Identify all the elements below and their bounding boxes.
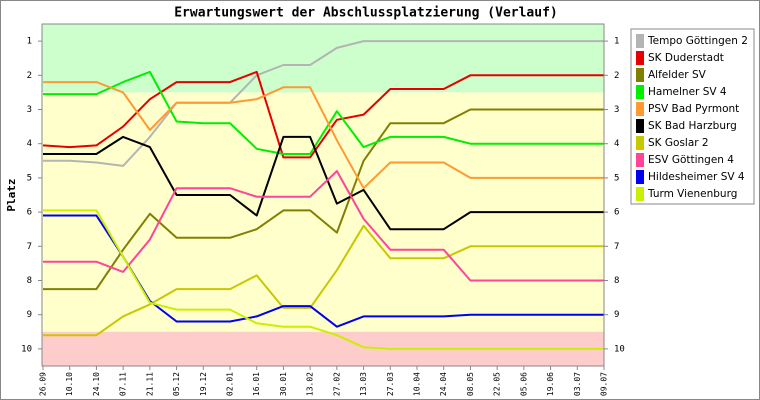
legend-label: Turm Vienenburg [647, 188, 737, 200]
legend-swatch [636, 170, 644, 184]
series-line [43, 224, 604, 337]
legend-label: SK Bad Harzburg [648, 120, 737, 132]
legend-swatch [636, 102, 644, 116]
series-line [43, 170, 604, 282]
series-line [43, 135, 604, 231]
legend-swatch [636, 51, 644, 65]
x-tick-label: 27.03 [386, 372, 395, 396]
legend-label: PSV Bad Pyrmont [648, 103, 739, 115]
plot-frame [41, 23, 605, 367]
x-tick-label: 02.01 [226, 372, 235, 396]
legend-label: Hamelner SV 4 [648, 86, 727, 98]
x-tick-label: 24.10 [92, 372, 101, 396]
y-tick-label-right: 10 [614, 344, 625, 354]
legend-label: SK Goslar 2 [648, 137, 709, 149]
x-tick-label: 30.01 [279, 372, 288, 396]
legend-swatch [636, 34, 644, 48]
x-tick-label: 10.04 [413, 372, 422, 396]
legend-swatch [636, 68, 644, 82]
y-tick-label: 9 [27, 310, 32, 320]
y-tick-label: 8 [27, 276, 32, 286]
legend-label: Hildesheimer SV 4 [648, 171, 745, 183]
x-tick-label: 08.05 [466, 372, 475, 396]
legend-label: Tempo Göttingen 2 [647, 35, 748, 47]
x-tick-label: 19.06 [546, 372, 555, 396]
x-tick-label: 13.02 [306, 372, 315, 396]
band [42, 24, 604, 93]
series-line [43, 70, 604, 155]
x-tick-label: 22.05 [493, 372, 502, 396]
x-tick-label: 13.03 [359, 372, 368, 396]
legend-swatch [636, 153, 644, 167]
chart-title: Erwartungswert der Abschlussplatzierung … [174, 6, 558, 21]
legend-label: ESV Göttingen 4 [648, 154, 734, 166]
x-tick-label: 27.02 [332, 372, 341, 396]
y-tick-label: 1 [27, 37, 32, 47]
x-tick-label: 09.07 [600, 372, 609, 396]
x-tick-label: 24.04 [439, 372, 448, 396]
legend-swatch [636, 136, 644, 150]
y-tick-label-right: 8 [614, 276, 619, 286]
y-tick-label-right: 1 [614, 37, 619, 47]
x-tick-label: 26.09 [39, 372, 48, 396]
y-tick-label: 10 [21, 344, 32, 354]
lines [42, 40, 604, 350]
series-line [43, 40, 604, 167]
x-tick-label: 19.12 [199, 372, 208, 396]
y-tick-label-right: 4 [614, 139, 619, 149]
y-tick-label-right: 3 [614, 105, 619, 115]
legend-swatch [636, 187, 644, 201]
legend-swatch [636, 119, 644, 133]
y-tick-label-right: 9 [614, 310, 619, 320]
y-tick-label-right: 2 [614, 71, 619, 81]
y-tick-label-right: 5 [614, 173, 619, 183]
series-line [43, 209, 604, 350]
series-line [43, 81, 604, 190]
y-tick-label-right: 6 [614, 208, 619, 218]
series-line [43, 108, 604, 291]
x-tick-label: 21.11 [145, 372, 154, 396]
legend-label: Alfelder SV [648, 69, 707, 81]
y-tick-label: 4 [27, 139, 32, 149]
axes: 1 1 2 2 3 3 4 4 5 5 6 6 7 7 8 8 9 9 10 10 26.09 10.10 24.10 07.… [21, 37, 625, 396]
legend-box [630, 28, 755, 205]
x-tick-label: 03.07 [573, 372, 582, 396]
y-tick-label: 6 [27, 208, 32, 218]
legend: Tempo Göttingen 2 SK Duderstadt Alfelder S… [636, 34, 748, 201]
x-tick-label: 07.11 [119, 372, 128, 396]
y-tick-label-right: 7 [614, 242, 619, 252]
y-tick-label: 7 [27, 242, 32, 252]
y-tick-label: 3 [27, 105, 32, 115]
y-axis-label: Platz [5, 178, 18, 211]
legend-label: SK Duderstadt [648, 52, 724, 64]
x-tick-label: 10.10 [65, 372, 74, 396]
y-tick-label: 2 [27, 71, 32, 81]
legend-swatch [636, 85, 644, 99]
x-tick-label: 05.12 [172, 372, 181, 396]
x-tick-label: 05.06 [519, 372, 528, 396]
y-tick-label: 5 [27, 173, 32, 183]
x-tick-label: 16.01 [252, 372, 261, 396]
